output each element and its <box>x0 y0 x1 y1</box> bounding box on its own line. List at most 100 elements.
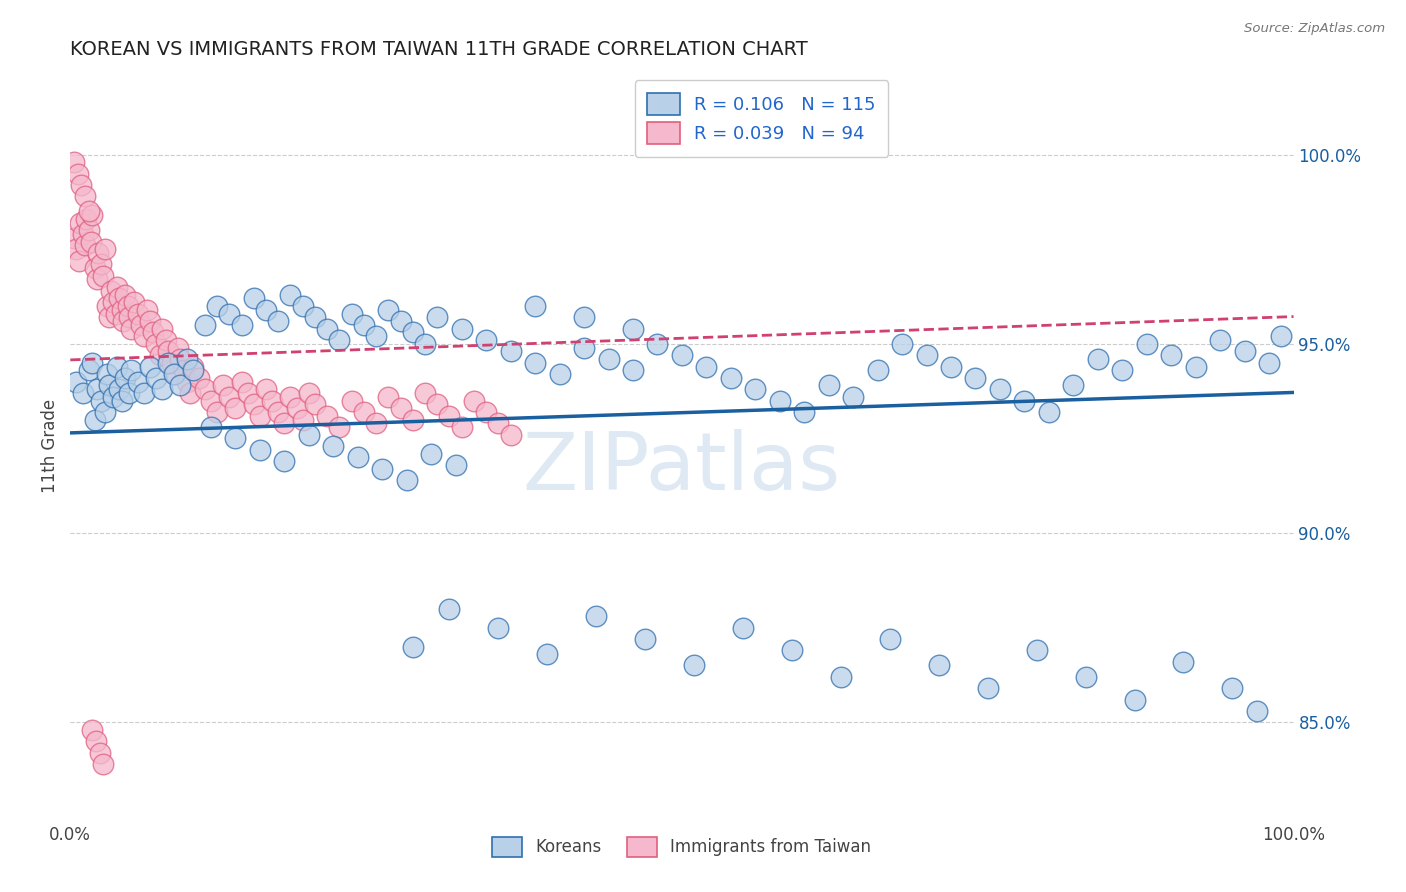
Point <box>1173 655 1195 669</box>
Point <box>150 382 173 396</box>
Point <box>262 393 284 408</box>
Point <box>340 393 363 408</box>
Text: ZIPatlas: ZIPatlas <box>523 429 841 508</box>
Point <box>1074 670 1097 684</box>
Point <box>420 446 443 460</box>
Point <box>87 246 110 260</box>
Point <box>621 321 644 335</box>
Point <box>879 632 901 646</box>
Point <box>353 405 375 419</box>
Point <box>817 378 839 392</box>
Point <box>101 295 124 310</box>
Point <box>243 292 266 306</box>
Point <box>150 321 173 335</box>
Point <box>69 216 91 230</box>
Point <box>1160 348 1182 362</box>
Point <box>793 405 815 419</box>
Point <box>548 367 571 381</box>
Point <box>377 302 399 317</box>
Point <box>231 375 253 389</box>
Point <box>121 363 143 377</box>
Point <box>77 204 100 219</box>
Point <box>117 299 139 313</box>
Point <box>65 375 87 389</box>
Point <box>200 393 222 408</box>
Point <box>273 454 295 468</box>
Point <box>132 329 155 343</box>
Point <box>413 336 436 351</box>
Point <box>65 242 87 256</box>
Point <box>157 344 180 359</box>
Point <box>136 302 159 317</box>
Point <box>683 658 706 673</box>
Point <box>86 382 108 396</box>
Point <box>224 401 246 416</box>
Point <box>179 386 201 401</box>
Point <box>73 238 96 252</box>
Point <box>100 284 122 298</box>
Point <box>114 371 136 385</box>
Point <box>389 401 412 416</box>
Point <box>298 386 321 401</box>
Point <box>254 302 277 317</box>
Point <box>89 746 111 760</box>
Point <box>1038 405 1060 419</box>
Point <box>426 310 449 325</box>
Point <box>842 390 865 404</box>
Point <box>647 336 669 351</box>
Point <box>111 302 134 317</box>
Point <box>285 401 308 416</box>
Point <box>402 326 425 340</box>
Point <box>98 310 121 325</box>
Point <box>169 351 191 366</box>
Point <box>111 393 134 408</box>
Point <box>915 348 938 362</box>
Point <box>598 351 620 366</box>
Point <box>205 299 228 313</box>
Point <box>499 427 522 442</box>
Point <box>187 371 209 385</box>
Point <box>127 375 149 389</box>
Point <box>475 405 498 419</box>
Point <box>524 356 547 370</box>
Point <box>86 272 108 286</box>
Point <box>1123 692 1146 706</box>
Point <box>267 405 290 419</box>
Point <box>316 321 339 335</box>
Point <box>1062 378 1084 392</box>
Point <box>105 359 128 374</box>
Point <box>328 420 350 434</box>
Text: Source: ZipAtlas.com: Source: ZipAtlas.com <box>1244 22 1385 36</box>
Legend: Koreans, Immigrants from Taiwan: Koreans, Immigrants from Taiwan <box>481 825 883 869</box>
Point <box>249 409 271 423</box>
Point <box>77 363 100 377</box>
Point <box>163 367 186 381</box>
Point <box>96 299 118 313</box>
Point <box>572 341 595 355</box>
Point <box>450 420 472 434</box>
Point <box>176 375 198 389</box>
Point <box>90 257 112 271</box>
Point <box>118 310 141 325</box>
Point <box>91 268 114 283</box>
Point <box>426 397 449 411</box>
Point <box>129 318 152 332</box>
Point <box>444 458 467 472</box>
Point <box>304 310 326 325</box>
Point <box>536 647 558 661</box>
Point <box>366 417 388 431</box>
Point <box>91 756 114 771</box>
Point <box>169 378 191 392</box>
Point <box>1025 643 1047 657</box>
Point <box>108 292 131 306</box>
Point <box>1136 336 1159 351</box>
Point <box>105 280 128 294</box>
Point <box>439 601 461 615</box>
Point <box>82 356 104 370</box>
Point <box>1184 359 1206 374</box>
Point <box>67 253 90 268</box>
Point <box>499 344 522 359</box>
Y-axis label: 11th Grade: 11th Grade <box>41 399 59 493</box>
Point <box>118 386 141 401</box>
Point <box>157 356 180 370</box>
